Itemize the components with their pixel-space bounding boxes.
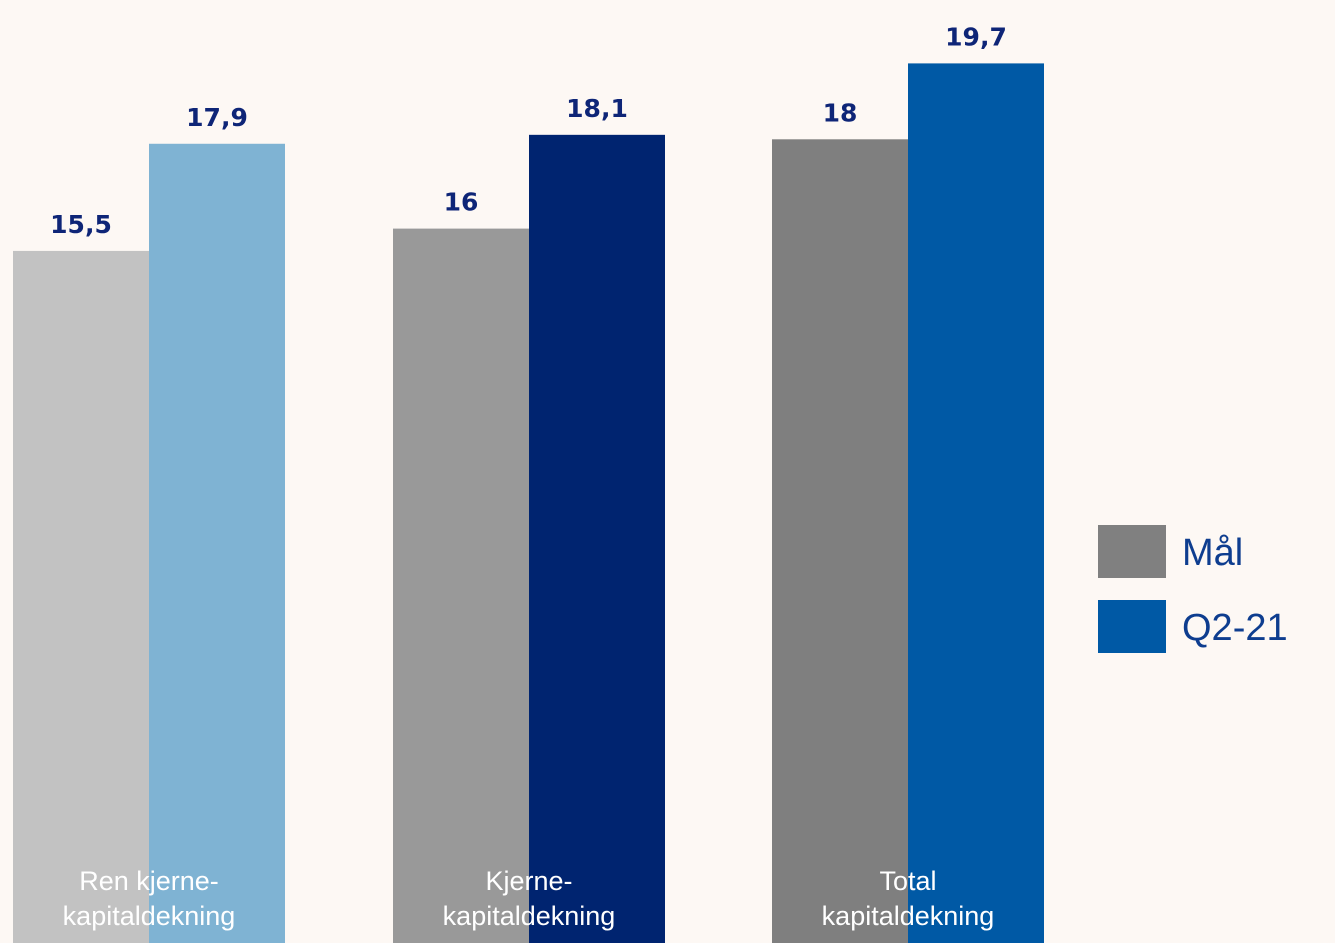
bar-target-2 bbox=[393, 228, 529, 943]
bar-actual-1 bbox=[149, 143, 285, 943]
bar-value-label: 17,9 bbox=[186, 103, 248, 132]
legend-label: Q2-21 bbox=[1182, 607, 1288, 649]
bar-value-label: 16 bbox=[444, 188, 479, 217]
bar-target-3 bbox=[772, 139, 908, 943]
bar-value-label: 19,7 bbox=[945, 22, 1007, 51]
category-label: Total kapitaldekning bbox=[822, 866, 995, 931]
legend-swatch bbox=[1098, 600, 1166, 653]
bar-value-label: 15,5 bbox=[50, 210, 112, 239]
bar-value-label: 18 bbox=[823, 98, 858, 127]
legend: Mål Q2-21 bbox=[1098, 525, 1288, 653]
category-label: Kjerne-kapitaldekning bbox=[443, 866, 616, 931]
bars-group: 15,5 17,9 16 18,1 18 19,7 bbox=[13, 22, 1044, 943]
legend-swatch bbox=[1098, 525, 1166, 578]
bar-value-label: 18,1 bbox=[566, 94, 628, 123]
category-labels: Ren kjerne-kapitaldekning Kjerne-kapitald… bbox=[63, 866, 995, 931]
category-label: Ren kjerne-kapitaldekning bbox=[63, 866, 236, 931]
legend-label: Mål bbox=[1182, 532, 1243, 574]
bar-actual-2 bbox=[529, 134, 665, 943]
bar-target-1 bbox=[13, 250, 149, 943]
bar-actual-3 bbox=[908, 63, 1044, 943]
